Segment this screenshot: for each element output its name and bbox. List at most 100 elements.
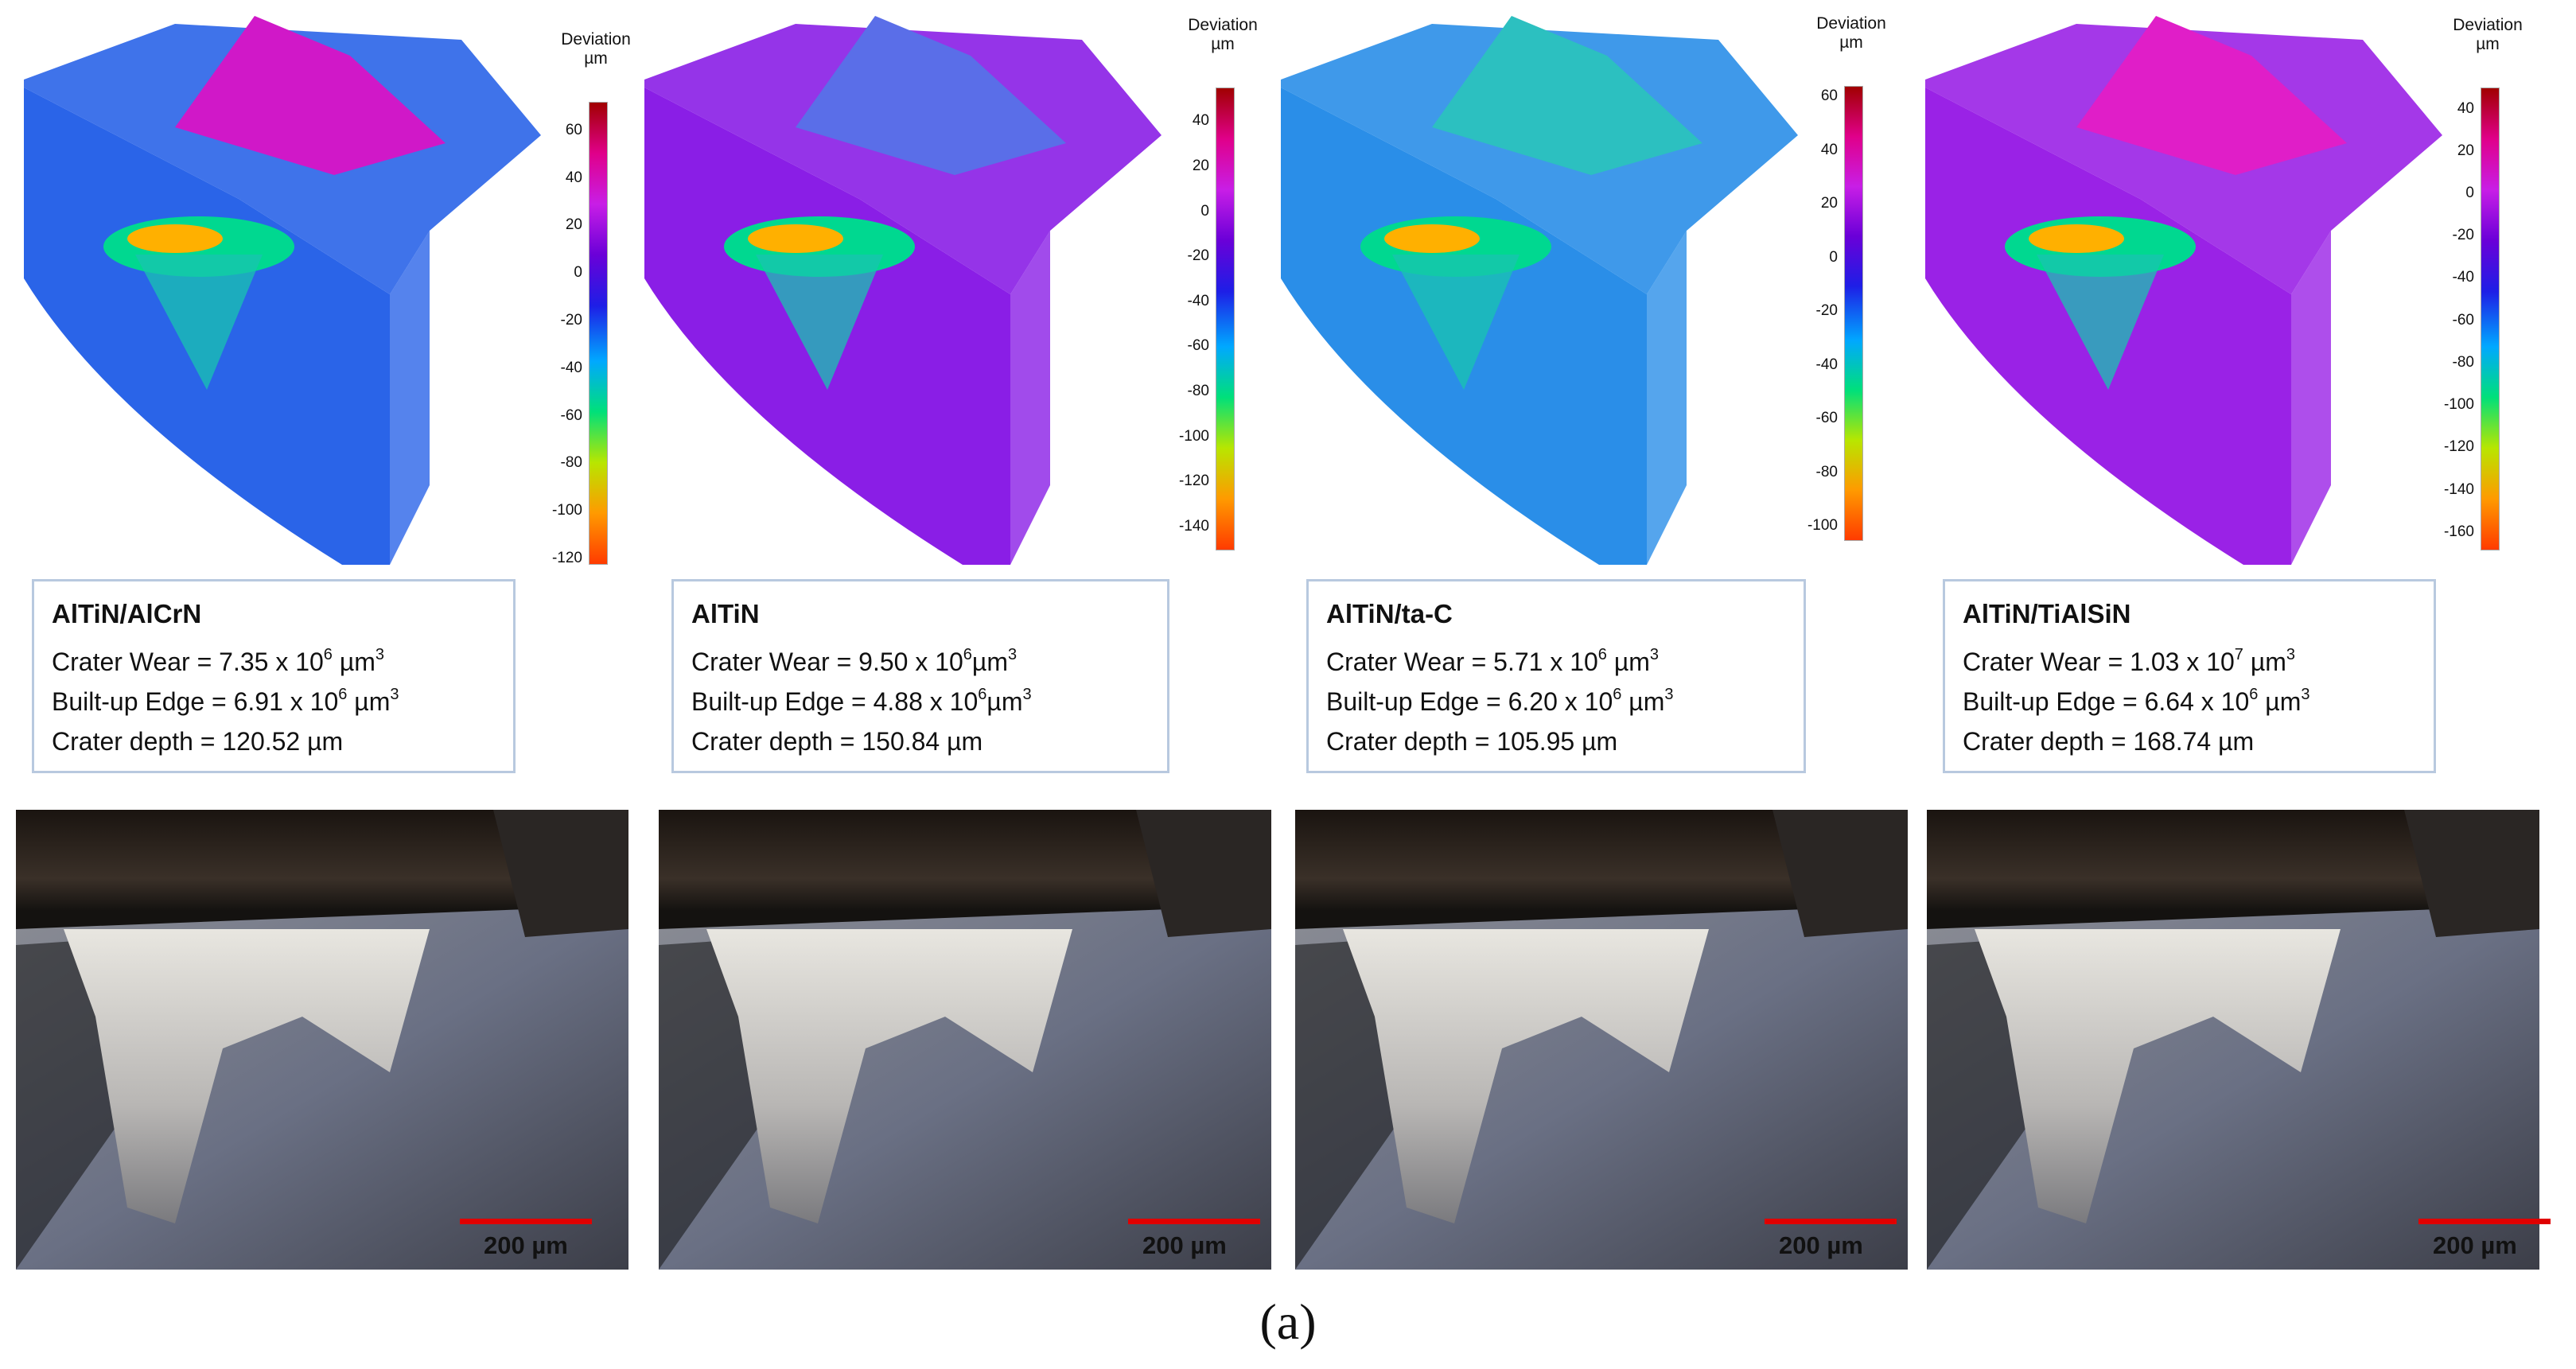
scale-tick-label: -120: [1178, 473, 1209, 490]
crater-wear-exponent: 6: [1597, 646, 1607, 663]
scale-title: Deviation µm: [552, 30, 640, 68]
scale-bar-line: [1765, 1219, 1897, 1224]
scale-unit-text: µm: [1839, 33, 1863, 52]
scale-title-text: Deviation: [561, 30, 631, 49]
colour-scale-ticks: 40 20 0 -20 -40 -60 -80 -100 -120 -140 -160: [2418, 88, 2474, 549]
built-up-edge-unit: µm: [986, 687, 1023, 716]
built-up-edge-unit: µm: [2258, 687, 2302, 716]
panel-4: Deviation µm 40 20 0 -20 -40 -60 -80 -100 -120 -1…: [1917, 8, 2551, 1270]
scale-tick-label: -80: [1815, 463, 1838, 480]
scale-tick-label: 0: [2465, 185, 2474, 202]
built-up-edge-unit: µm: [347, 687, 391, 716]
crater-depth-line: Crater depth = 150.84 µm: [691, 721, 1150, 761]
micrograph-photo: [659, 810, 1271, 1270]
built-up-edge-value: 6.20 x 10: [1508, 687, 1613, 716]
crater-wear-label: Crater Wear =: [52, 648, 220, 676]
crater-wear-unit: µm: [971, 648, 1009, 676]
built-up-edge-label: Built-up Edge =: [691, 687, 874, 716]
crater-wear-line: Crater Wear = 1.03 x 107 µm3: [1963, 642, 2416, 682]
crater-wear-value: 1.03 x 10: [2130, 648, 2235, 676]
scale-tick-label: 60: [565, 121, 582, 138]
scale-tick-label: 40: [1192, 112, 1209, 130]
crater-wear-unit-exponent: 3: [1649, 646, 1660, 663]
crater-depth-label: Crater depth =: [52, 727, 223, 756]
deviation-map-3d: [1917, 8, 2458, 565]
panel-3: Deviation µm 60 40 20 0 -20 -40 -60 -80 -100 AlT…: [1281, 14, 1908, 1270]
scale-tick-label: 20: [565, 216, 582, 234]
colour-scale-bar: [1216, 88, 1235, 550]
built-up-edge-line: Built-up Edge = 6.91 x 106 µm3: [52, 682, 496, 721]
crater-depth-label: Crater depth =: [691, 727, 862, 756]
micrograph-render: [659, 810, 1271, 1270]
built-up-edge-line: Built-up Edge = 4.88 x 106µm3: [691, 682, 1150, 721]
built-up-edge-value: 6.64 x 10: [2144, 687, 2250, 716]
built-up-edge-region: [748, 224, 843, 253]
scale-tick-label: 60: [1820, 88, 1838, 105]
built-up-edge-region: [2029, 224, 2124, 253]
scale-unit-text: µm: [1211, 35, 1235, 53]
scale-tick-label: 20: [1820, 195, 1838, 212]
crater-wear-unit: µm: [2243, 648, 2286, 676]
crater-depth-value: 150.84 µm: [862, 727, 983, 756]
scale-tick-label: -120: [2443, 438, 2474, 456]
built-up-edge-value: 6.91 x 10: [233, 687, 339, 716]
built-up-edge-unit-exponent: 3: [2301, 686, 2310, 703]
scale-tick-label: -60: [1187, 337, 1209, 355]
scale-title: Deviation µm: [1179, 16, 1267, 54]
scale-tick-label: -100: [1178, 427, 1209, 445]
crater-depth-value: 168.74 µm: [2133, 727, 2255, 756]
built-up-edge-unit-exponent: 3: [1664, 686, 1674, 703]
scale-unit-text: µm: [2476, 35, 2500, 53]
crater-depth-line: Crater depth = 120.52 µm: [52, 721, 496, 761]
scale-tick-label: 0: [1829, 248, 1838, 266]
crater-wear-unit: µm: [332, 648, 376, 676]
scale-title-text: Deviation: [1188, 16, 1258, 34]
deviation-map-3d: [16, 8, 557, 565]
wear-info-box: AlTiN Crater Wear = 9.50 x 106µm3 Built-…: [671, 579, 1169, 773]
scale-bar-label: 200 µm: [1142, 1231, 1227, 1259]
scale-tick-label: 0: [574, 264, 582, 282]
worn-region: [64, 929, 430, 1223]
crater-depth-line: Crater depth = 168.74 µm: [1963, 721, 2416, 761]
scale-tick-label: -140: [2443, 480, 2474, 498]
tool-render: [644, 16, 1162, 565]
crater-depth-value: 105.95 µm: [1496, 727, 1618, 756]
micrograph-photo: [1295, 810, 1908, 1270]
scale-bar-line: [460, 1219, 592, 1224]
colour-scale-ticks: 40 20 0 -20 -40 -60 -80 -100 -120 -140: [1154, 88, 1209, 549]
crater-wear-line: Crater Wear = 9.50 x 106µm3: [691, 642, 1150, 682]
built-up-edge-line: Built-up Edge = 6.64 x 106 µm3: [1963, 682, 2416, 721]
panel-2: Deviation µm 40 20 0 -20 -40 -60 -80 -100 -120 -1…: [644, 16, 1271, 1270]
coating-name: AlTiN/AlCrN: [52, 599, 202, 628]
built-up-edge-exponent: 6: [978, 686, 987, 703]
wear-info-box: AlTiN/TiAlSiN Crater Wear = 1.03 x 107 µ…: [1943, 579, 2436, 773]
scale-tick-label: -60: [2452, 311, 2474, 329]
wear-info-box: AlTiN/ta-C Crater Wear = 5.71 x 106 µm3 …: [1306, 579, 1806, 773]
scale-tick-label: -20: [1187, 247, 1209, 265]
chip-breaker: [1772, 810, 1908, 937]
chip-breaker: [1136, 810, 1271, 937]
scale-tick-label: -100: [2443, 396, 2474, 414]
crater-wear-unit-exponent: 3: [375, 646, 385, 663]
coating-name: AlTiN/ta-C: [1326, 599, 1453, 628]
scale-tick-label: -60: [560, 406, 582, 424]
crater-wear-exponent: 7: [2234, 646, 2243, 663]
built-up-edge-line: Built-up Edge = 6.20 x 106 µm3: [1326, 682, 1786, 721]
crater-wear-unit-exponent: 3: [1008, 646, 1018, 663]
scale-tick-label: -20: [1815, 302, 1838, 320]
scale-tick-label: -60: [1815, 410, 1838, 427]
scale-bar-label: 200 µm: [1779, 1231, 1863, 1259]
scale-tick-label: 40: [2457, 99, 2474, 117]
panel-1: Deviation µm 60 40 20 0 -20 -40 -60 -80 -100 -120…: [16, 8, 640, 1270]
wear-tail: [1392, 255, 1520, 390]
wear-info-box: AlTiN/AlCrN Crater Wear = 7.35 x 106 µm3…: [32, 579, 516, 773]
scale-tick-label: 0: [1200, 202, 1209, 220]
scale-tick-label: -160: [2443, 523, 2474, 540]
scale-tick-label: -80: [2452, 353, 2474, 371]
scale-bar-label: 200 µm: [484, 1231, 568, 1259]
tool-render: [1925, 16, 2442, 565]
tool-render: [24, 16, 541, 565]
scale-title-text: Deviation: [2453, 16, 2523, 34]
micrograph-render: [1295, 810, 1908, 1270]
scale-tick-label: -100: [551, 502, 582, 519]
